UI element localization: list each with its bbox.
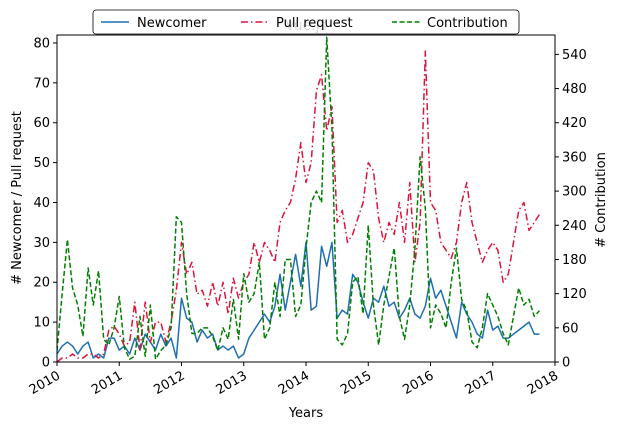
- left-y-tick-label: 0: [42, 356, 50, 371]
- x-axis-label: Years: [288, 406, 324, 421]
- legend-label-contribution: Contribution: [427, 16, 508, 31]
- x-tick-label: 2015: [338, 368, 374, 398]
- left-y-tick-label: 30: [33, 236, 50, 251]
- right-y-tick-label: 60: [562, 321, 579, 336]
- right-y-tick-label: 0: [562, 356, 570, 371]
- legend-box: [92, 9, 520, 35]
- x-tick-label: 2017: [463, 368, 499, 398]
- right-y-axis-label: # Contribution: [594, 152, 609, 248]
- left-y-axis-label: # Newcomer / Pull request: [10, 111, 25, 285]
- x-tick-label: 2012: [151, 368, 187, 398]
- right-y-tick-label: 180: [562, 253, 587, 268]
- legend: Newcomer Pull request Contribution: [92, 9, 520, 35]
- series-line-pull-request: [57, 50, 541, 362]
- series-line-contribution: [57, 36, 540, 360]
- left-y-tick-label: 80: [33, 36, 50, 51]
- left-y-tick-label: 50: [33, 156, 50, 171]
- left-y-tick-label: 20: [33, 276, 50, 291]
- left-y-axis: 0 10 20 30 40 50 60 70 80: [33, 36, 57, 371]
- left-y-tick-label: 40: [33, 196, 50, 211]
- right-y-tick-label: 420: [562, 116, 587, 131]
- plot-background: [57, 35, 555, 362]
- right-y-tick-label: 480: [562, 82, 587, 97]
- series-layer: [57, 36, 541, 362]
- x-tick-label: 2011: [89, 368, 125, 398]
- x-axis: 2010 2011 2012 2013 2014 2015 2016 2017 2018: [27, 362, 561, 398]
- right-y-tick-label: 360: [562, 150, 587, 165]
- legend-label-pull-request: Pull request: [276, 16, 353, 31]
- x-tick-label: 2016: [400, 368, 436, 398]
- right-y-tick-label: 300: [562, 185, 587, 200]
- right-y-tick-label: 120: [562, 287, 587, 302]
- legend-label-newcomer: Newcomer: [137, 16, 207, 31]
- right-y-tick-label: 540: [562, 48, 587, 63]
- left-y-tick-label: 60: [33, 116, 50, 131]
- x-tick-label: 2013: [214, 368, 250, 398]
- right-y-axis: 0 60 120 180 240 300 360 420 480 540: [555, 48, 587, 371]
- left-y-tick-label: 10: [33, 316, 50, 331]
- left-y-tick-label: 70: [33, 76, 50, 91]
- series-line-newcomer: [57, 241, 540, 359]
- x-tick-label: 2014: [276, 368, 312, 398]
- x-tick-label: 2010: [27, 368, 63, 398]
- x-tick-label: 2018: [525, 368, 561, 398]
- right-y-tick-label: 240: [562, 219, 587, 234]
